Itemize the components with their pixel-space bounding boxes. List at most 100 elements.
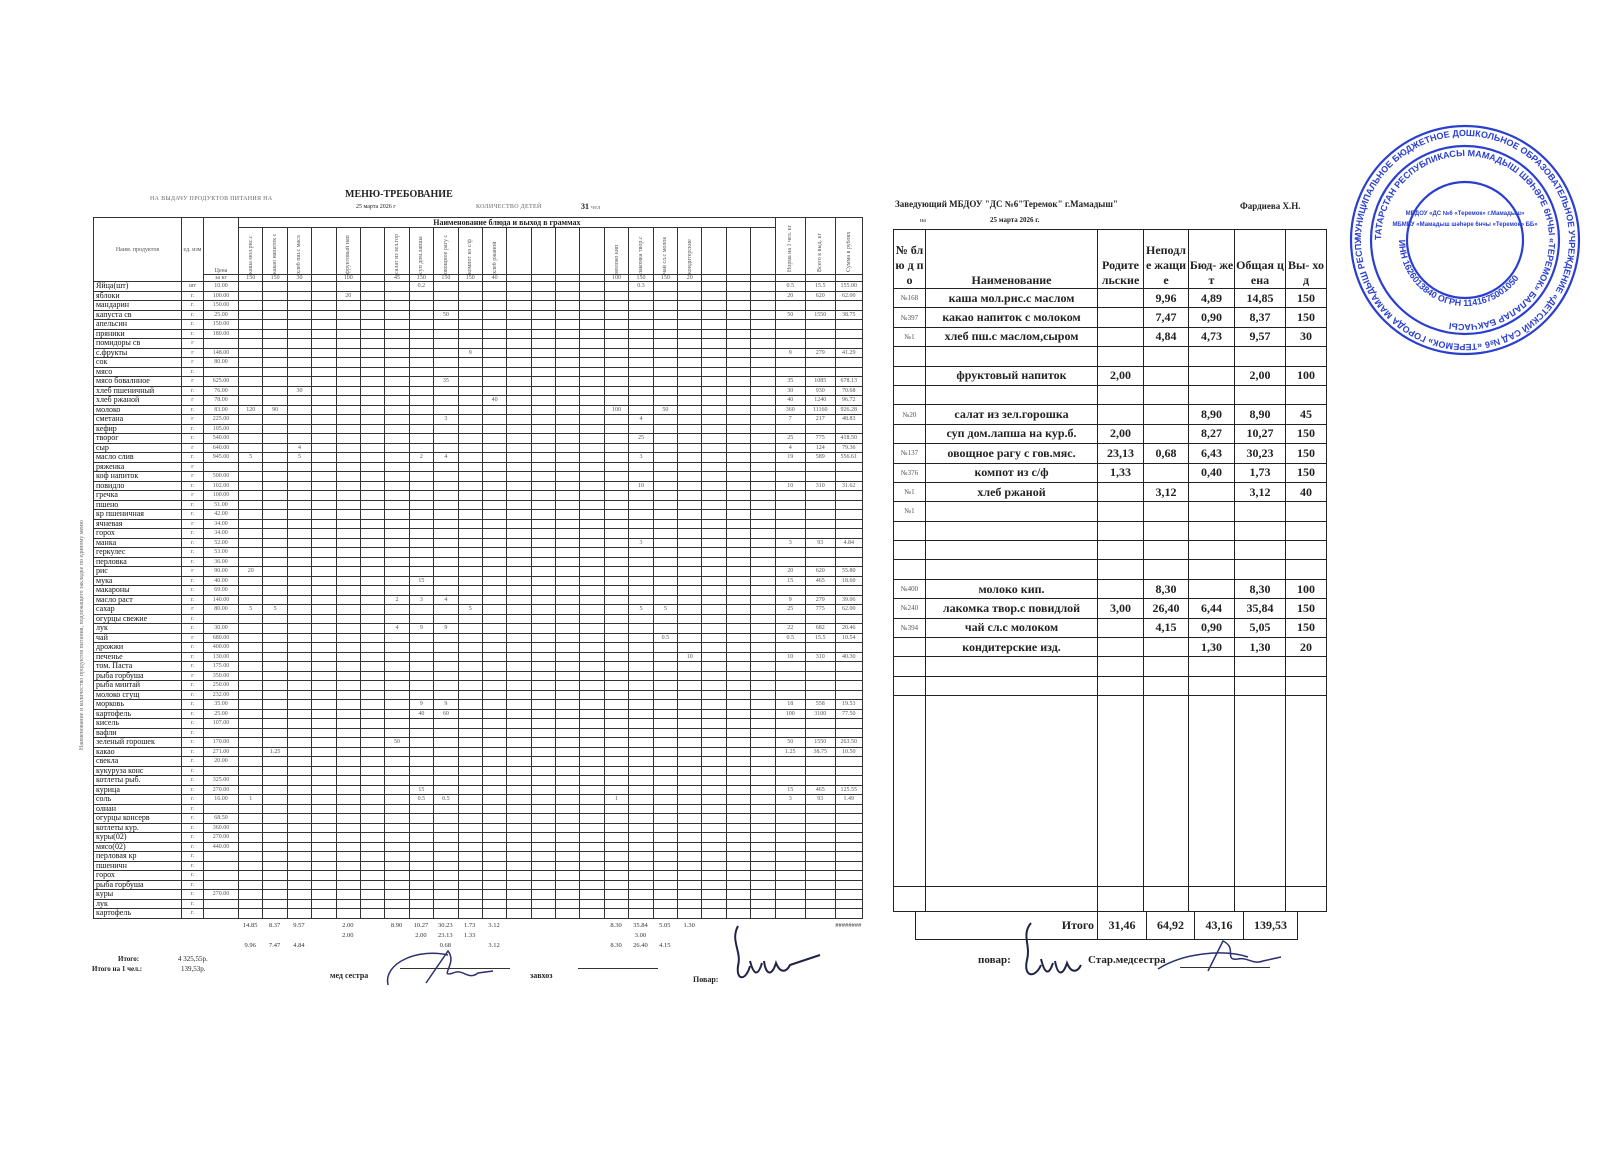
product-row: манка г. 52.00 3 3 93 4.84 [93, 537, 863, 548]
portion-cell [628, 499, 654, 510]
portion-cell [652, 585, 679, 596]
portion-cell [433, 338, 459, 349]
product-price: 25.00 [203, 309, 239, 320]
portion-cell [335, 851, 361, 862]
portion-cell [579, 680, 605, 691]
portion-cell [359, 670, 386, 681]
portion-cell [237, 471, 264, 482]
product-row: с.фрукты г 148.00 9 9 279 41.29 [93, 347, 863, 358]
portion-cell [603, 309, 630, 320]
product-price: 130.00 [203, 651, 239, 662]
portion-cell [555, 537, 581, 548]
portion-cell [408, 300, 435, 311]
portion-cell [408, 718, 435, 729]
portion-cell: 5 [237, 452, 264, 463]
portion-cell [457, 908, 483, 919]
dish-total [677, 941, 701, 951]
portion-cell [335, 613, 361, 624]
portion-cell [359, 699, 386, 710]
portion-cell [579, 499, 605, 510]
portion-cell [725, 832, 752, 843]
portion-cell [335, 898, 361, 909]
total-sum [834, 803, 863, 814]
portion-cell [603, 889, 630, 900]
portion-cell [628, 841, 654, 852]
portion-cell [262, 347, 288, 358]
product-name: горох [93, 528, 182, 539]
portion-cell [335, 642, 361, 653]
portion-cell [701, 699, 727, 710]
portion-cell [701, 632, 727, 643]
portion-cell [530, 879, 557, 890]
portion-cell [555, 480, 581, 491]
menu-parent [1097, 307, 1144, 328]
norm-per-child [774, 661, 806, 672]
norm-per-child: 35 [774, 376, 806, 387]
portion-cell [725, 632, 752, 643]
total-sum: 96.72 [834, 395, 863, 406]
portion-cell [262, 480, 288, 491]
product-price: 945.00 [203, 452, 239, 463]
portion-cell [530, 594, 557, 605]
portion-cell [725, 841, 752, 852]
product-unit: г. [181, 651, 204, 662]
portion-cell [311, 376, 337, 387]
portion-cell [555, 775, 581, 786]
total-sum: 4.84 [834, 537, 863, 548]
menu-num: №168 [893, 287, 926, 309]
portion-cell [408, 642, 435, 653]
product-name: апельсин [93, 319, 182, 330]
portion-cell [603, 784, 630, 795]
portion-cell [433, 642, 459, 653]
portion-cell [555, 746, 581, 757]
portion-cell [530, 338, 557, 349]
product-row: котлеты кур. г. 360.00 [93, 822, 863, 833]
total-quantity: 11160 [804, 404, 836, 415]
portion-cell [530, 499, 557, 510]
product-row: сахар г 80.00 5 5 5 5 5 25 775 62.00 [93, 604, 863, 615]
blank-cell [93, 921, 238, 931]
portion-cell [457, 737, 483, 748]
portion-cell [628, 908, 654, 919]
portion-cell [457, 832, 483, 843]
portion-cell [725, 879, 752, 890]
portion-cell [506, 499, 532, 510]
portion-cell [335, 471, 361, 482]
product-name: мясо [93, 366, 182, 377]
portion-cell [311, 680, 337, 691]
menu-parent [1097, 675, 1144, 697]
portion-cell: 10 [677, 651, 703, 662]
product-unit: г. [181, 784, 204, 795]
portion-cell [603, 632, 630, 643]
portion-cell [725, 528, 752, 539]
blank-cell [893, 886, 926, 913]
portion-cell [603, 281, 630, 292]
portion-cell [237, 537, 264, 548]
portion-cell [408, 813, 435, 824]
portion-cell [750, 746, 776, 757]
portion-cell [311, 727, 337, 738]
portion-cell [530, 604, 557, 615]
dish-total [311, 921, 335, 931]
product-price [203, 851, 239, 862]
menu-name: хлеб пш.с маслом,сыром [925, 326, 1098, 348]
portion-cell [555, 870, 581, 881]
per-person-label: Итого на 1 чел.: [92, 964, 143, 973]
portion-cell [603, 528, 630, 539]
portion-cell [701, 756, 727, 767]
form-date: 25 марта 2026 г [356, 204, 396, 210]
column-header: Общая цена [1234, 229, 1286, 289]
portion-cell [603, 822, 630, 833]
norm-per-child [774, 547, 806, 558]
total-sum [834, 509, 863, 520]
portion-cell [652, 898, 679, 909]
portion-cell [335, 319, 361, 330]
total-quantity: 558 [804, 699, 836, 710]
portion-cell [725, 860, 752, 871]
portion-cell [262, 461, 288, 472]
dish-total: 3.12 [488, 922, 500, 929]
group-header: Наименование блюда и выход в граммах [238, 217, 776, 228]
portion-cell [603, 366, 630, 377]
product-name: сок [93, 357, 182, 368]
product-price: 35.00 [203, 699, 239, 710]
